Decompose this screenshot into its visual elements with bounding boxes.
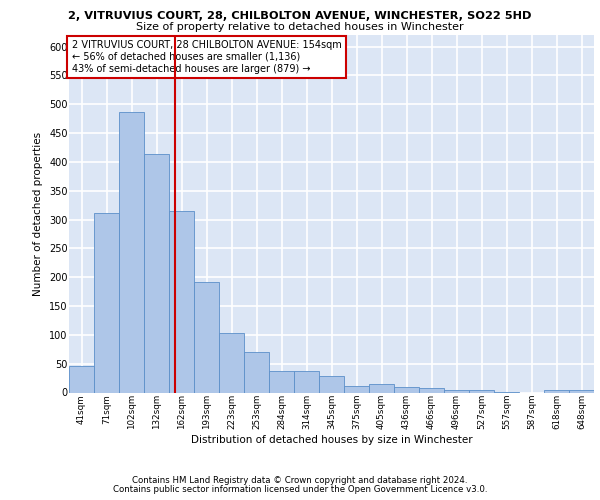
- Bar: [394, 386, 419, 392]
- Bar: [194, 282, 219, 393]
- Text: Size of property relative to detached houses in Winchester: Size of property relative to detached ho…: [136, 22, 464, 32]
- Bar: [344, 386, 369, 392]
- Text: 2, VITRUVIUS COURT, 28, CHILBOLTON AVENUE, WINCHESTER, SO22 5HD: 2, VITRUVIUS COURT, 28, CHILBOLTON AVENU…: [68, 11, 532, 21]
- Y-axis label: Number of detached properties: Number of detached properties: [34, 132, 43, 296]
- Bar: [269, 370, 294, 392]
- Bar: [219, 332, 244, 392]
- Bar: [469, 390, 494, 392]
- Text: Contains public sector information licensed under the Open Government Licence v3: Contains public sector information licen…: [113, 484, 487, 494]
- Bar: [419, 388, 444, 392]
- Bar: [69, 366, 94, 392]
- X-axis label: Distribution of detached houses by size in Winchester: Distribution of detached houses by size …: [191, 435, 472, 445]
- Text: Contains HM Land Registry data © Crown copyright and database right 2024.: Contains HM Land Registry data © Crown c…: [132, 476, 468, 485]
- Bar: [244, 352, 269, 393]
- Bar: [294, 370, 319, 392]
- Bar: [569, 390, 594, 392]
- Bar: [119, 112, 144, 392]
- Bar: [444, 390, 469, 392]
- Text: 2 VITRUVIUS COURT, 28 CHILBOLTON AVENUE: 154sqm
← 56% of detached houses are sma: 2 VITRUVIUS COURT, 28 CHILBOLTON AVENUE:…: [71, 40, 341, 74]
- Bar: [369, 384, 394, 392]
- Bar: [169, 212, 194, 392]
- Bar: [544, 390, 569, 392]
- Bar: [144, 154, 169, 392]
- Bar: [319, 376, 344, 392]
- Bar: [94, 213, 119, 392]
